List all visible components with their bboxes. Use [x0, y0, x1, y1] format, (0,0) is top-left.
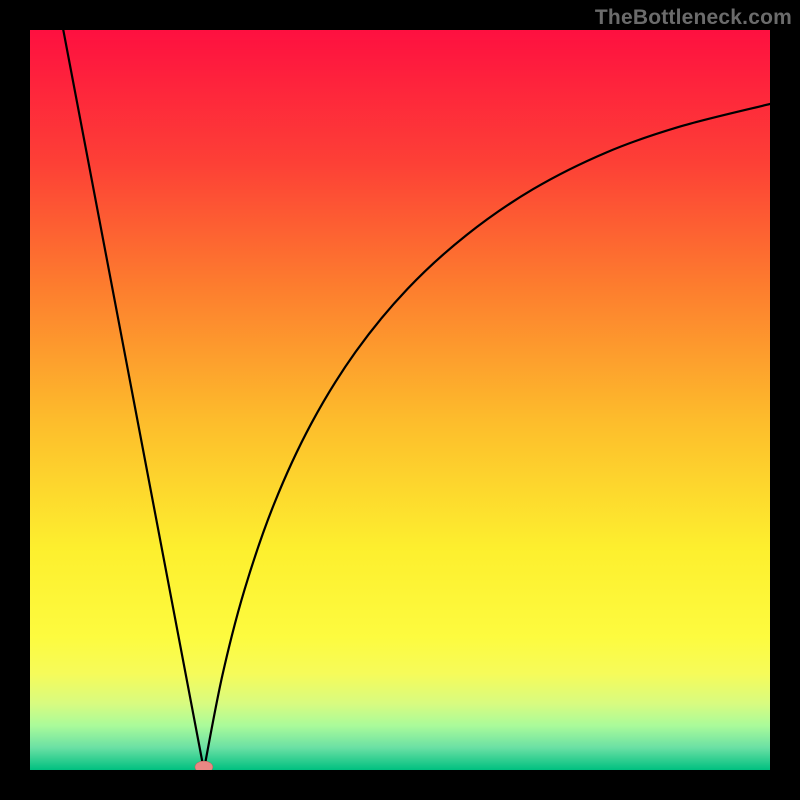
- chart-svg: [0, 0, 800, 800]
- chart-background-gradient: [30, 30, 770, 770]
- chart-frame: TheBottleneck.com: [0, 0, 800, 800]
- watermark-text: TheBottleneck.com: [595, 6, 792, 30]
